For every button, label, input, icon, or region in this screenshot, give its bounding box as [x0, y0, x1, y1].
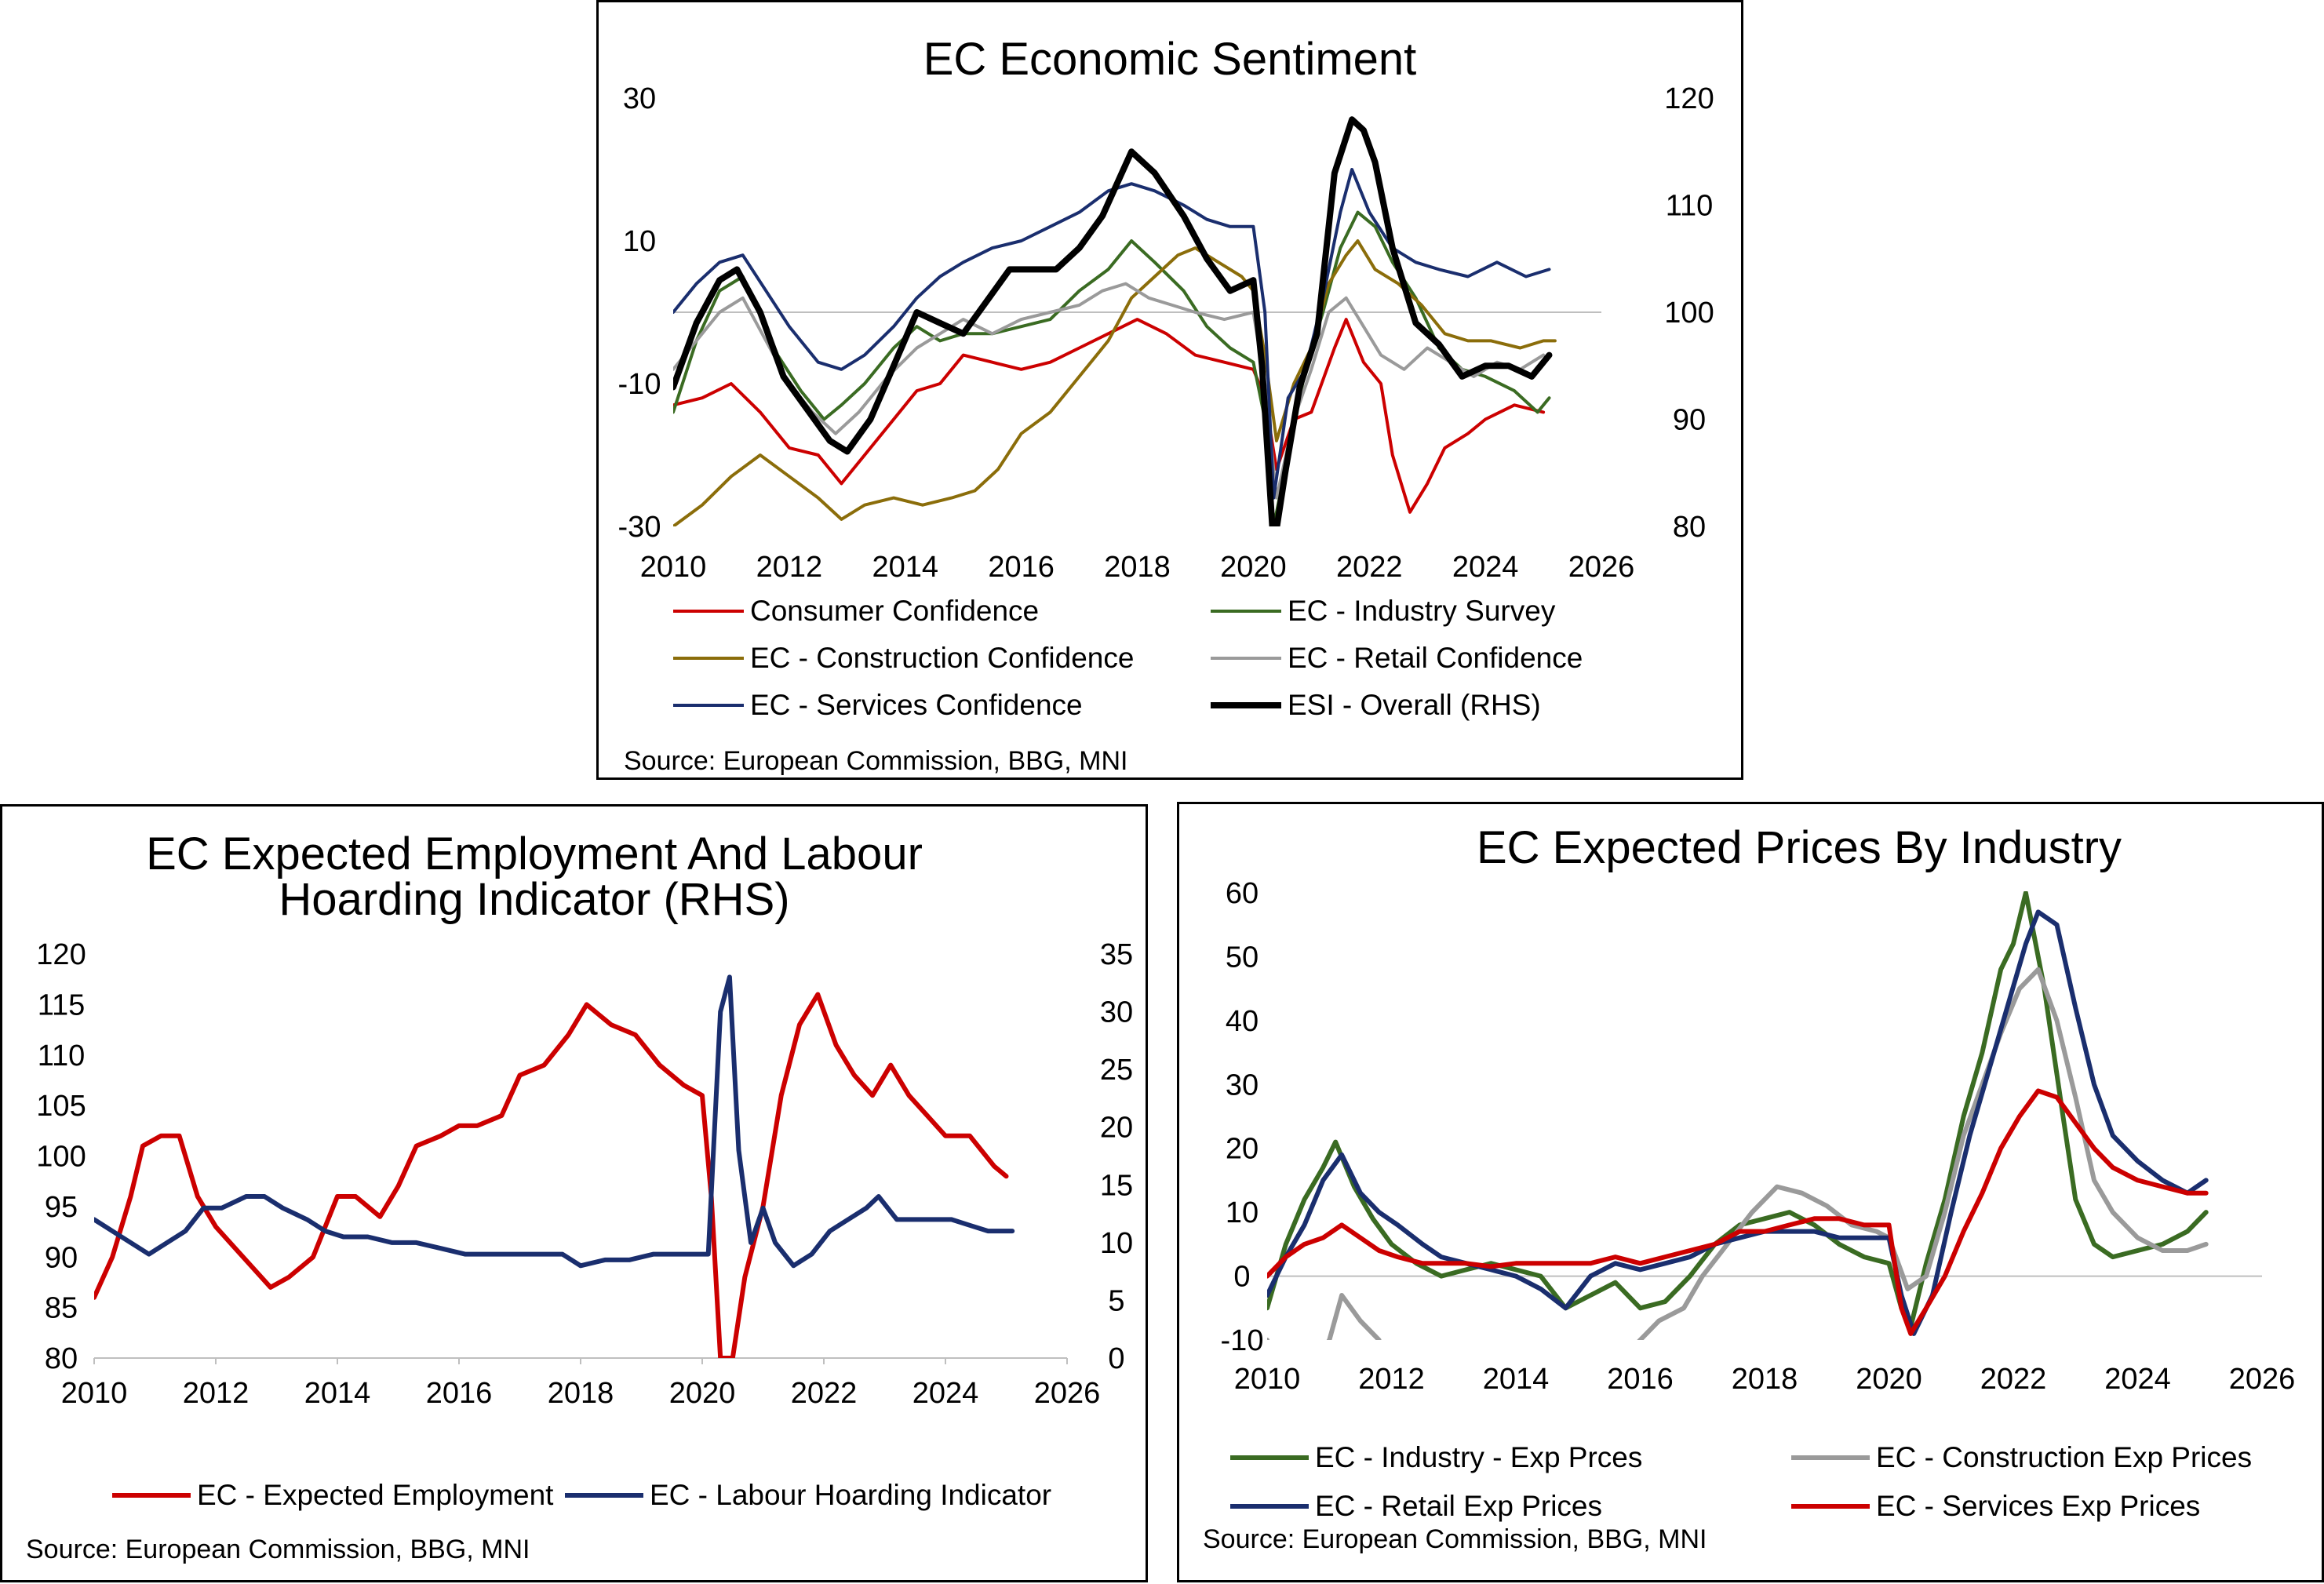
x-tick-label: 2022 [791, 1377, 858, 1410]
legend-entry: Consumer Confidence [750, 595, 1039, 627]
y-tick-label: 90 [45, 1241, 78, 1274]
series-line-ec-retail-confidence [673, 282, 1546, 500]
series-line-esi-overall-rhs- [673, 116, 1553, 526]
y-tick-label: 120 [36, 938, 86, 971]
legend-entry: EC - Retail Exp Prices [1315, 1490, 1602, 1522]
x-tick-label: 2026 [2229, 1363, 2296, 1396]
y-tick-label: 30 [623, 82, 656, 115]
y-tick-label: 105 [36, 1090, 86, 1123]
y-tick-label: 0 [1233, 1261, 1250, 1294]
chart-panel-economic-sentiment: EC Economic Sentiment 2010 2012 2014 2016 201… [596, 0, 1743, 780]
x-tick-label: 2016 [426, 1377, 493, 1410]
series-line-ec-industry-exp-prces [1267, 891, 2209, 1330]
y2-tick-label: 15 [1100, 1169, 1133, 1202]
x-tick-label: 2022 [1980, 1363, 2047, 1396]
x-tick-label: 2026 [1568, 551, 1635, 584]
x-tick-label: 2024 [2104, 1363, 2171, 1396]
legend-entry: EC - Services Exp Prices [1876, 1490, 2200, 1522]
x-tick-label: 2014 [304, 1377, 371, 1410]
x-tick-label: 2010 [640, 551, 707, 584]
y-tick-label: 40 [1226, 1005, 1259, 1038]
y-tick-label: 95 [45, 1191, 78, 1224]
chart-source: Source: European Commission, BBG, MNI [624, 746, 1127, 776]
chart-panel-expected-prices: EC Expected Prices By Industry 2010 2012 20… [1177, 802, 2324, 1582]
x-tick-label: 2012 [756, 551, 823, 584]
series-line-ec-services-exp-prices [1267, 1088, 2209, 1336]
chart-title: EC Economic Sentiment [923, 34, 1417, 85]
y2-tick-label: 35 [1100, 938, 1133, 971]
y-tick-label: 115 [38, 989, 86, 1021]
legend-entry: EC - Construction Confidence [750, 642, 1134, 674]
y-tick-label: 100 [36, 1141, 86, 1174]
y-tick-label: 110 [38, 1040, 86, 1072]
x-tick-label: 2010 [1234, 1363, 1301, 1396]
chart-source: Source: European Commission, BBG, MNI [26, 1535, 530, 1564]
series-line-ec-construction-confidence [673, 239, 1557, 526]
y2-tick-label: 0 [1108, 1342, 1124, 1375]
series-line-ec-expected-employment [94, 992, 1009, 1358]
series-line-ec-services-confidence [673, 168, 1551, 500]
legend-entry: EC - Expected Employment [197, 1479, 554, 1511]
y-tick-label: 80 [45, 1342, 78, 1375]
y2-tick-label: 30 [1100, 996, 1133, 1029]
x-tick-label: 2018 [548, 1377, 614, 1410]
x-tick-label: 2020 [1856, 1363, 1922, 1396]
series-line-ec-industry-survey [673, 210, 1551, 526]
x-tick-label: 2026 [1034, 1377, 1101, 1410]
x-tick-label: 2012 [1358, 1363, 1425, 1396]
economic-sentiment-chart: EC Economic Sentiment 2010 2012 2014 2016 201… [618, 34, 1714, 776]
chart-title: EC Expected Prices By Industry [1477, 822, 2122, 873]
y-tick-label: 85 [45, 1292, 78, 1325]
x-tick-label: 2022 [1336, 551, 1403, 584]
series-line-consumer-confidence [673, 318, 1546, 514]
x-tick-label: 2016 [988, 551, 1055, 584]
legend-entry: EC - Retail Confidence [1288, 642, 1583, 674]
x-tick-label: 2020 [669, 1377, 736, 1410]
chart-title: EC Expected Employment And Labour [146, 828, 923, 879]
series-line-ec-construction-exp-prices [1267, 967, 2209, 1340]
x-tick-label: 2024 [912, 1377, 979, 1410]
y2-tick-label: 25 [1100, 1054, 1133, 1087]
y-tick-label: 20 [1226, 1133, 1259, 1166]
y-tick-label: 10 [623, 225, 656, 258]
y2-tick-label: 10 [1100, 1227, 1133, 1260]
x-tick-label: 2020 [1220, 551, 1287, 584]
y2-tick-label: 120 [1664, 82, 1714, 115]
y2-tick-label: 90 [1673, 404, 1706, 437]
y-tick-label: -10 [618, 368, 661, 401]
legend-entry: EC - Industry - Exp Prces [1315, 1441, 1642, 1473]
y-tick-label: -30 [618, 511, 661, 544]
y2-tick-label: 110 [1666, 190, 1714, 223]
y2-tick-label: 80 [1673, 511, 1706, 544]
legend-entry: EC - Labour Hoarding Indicator [650, 1479, 1051, 1511]
y-tick-label: 50 [1226, 941, 1259, 974]
chart-title: Hoarding Indicator (RHS) [279, 874, 789, 925]
x-tick-label: 2018 [1732, 1363, 1798, 1396]
chart-panel-expected-employment: EC Expected Employment And Labour Hoardin… [0, 804, 1148, 1582]
expected-employment-chart: EC Expected Employment And LabourHoardin… [26, 828, 1133, 1564]
chart-source: Source: European Commission, BBG, MNI [1203, 1524, 1707, 1554]
y-tick-label: 60 [1226, 877, 1259, 910]
y2-tick-label: 20 [1100, 1112, 1133, 1145]
y-tick-label: 10 [1226, 1196, 1259, 1229]
y-tick-label: 30 [1226, 1069, 1259, 1102]
y2-tick-label: 100 [1664, 297, 1714, 330]
legend-entry: EC - Construction Exp Prices [1876, 1441, 2252, 1473]
x-tick-label: 2014 [872, 551, 938, 584]
y2-tick-label: 5 [1108, 1284, 1124, 1317]
x-tick-label: 2012 [183, 1377, 250, 1410]
legend-entry: EC - Services Confidence [750, 689, 1083, 721]
legend-entry: ESI - Overall (RHS) [1288, 689, 1541, 721]
x-tick-label: 2016 [1607, 1363, 1674, 1396]
x-tick-label: 2018 [1104, 551, 1171, 584]
legend-entry: EC - Industry Survey [1288, 595, 1556, 627]
x-tick-label: 2024 [1452, 551, 1519, 584]
x-tick-label: 2010 [61, 1377, 128, 1410]
x-tick-label: 2014 [1483, 1363, 1550, 1396]
series-line-ec-labour-hoarding-indicator [94, 974, 1015, 1269]
y-tick-label: -10 [1221, 1324, 1264, 1357]
